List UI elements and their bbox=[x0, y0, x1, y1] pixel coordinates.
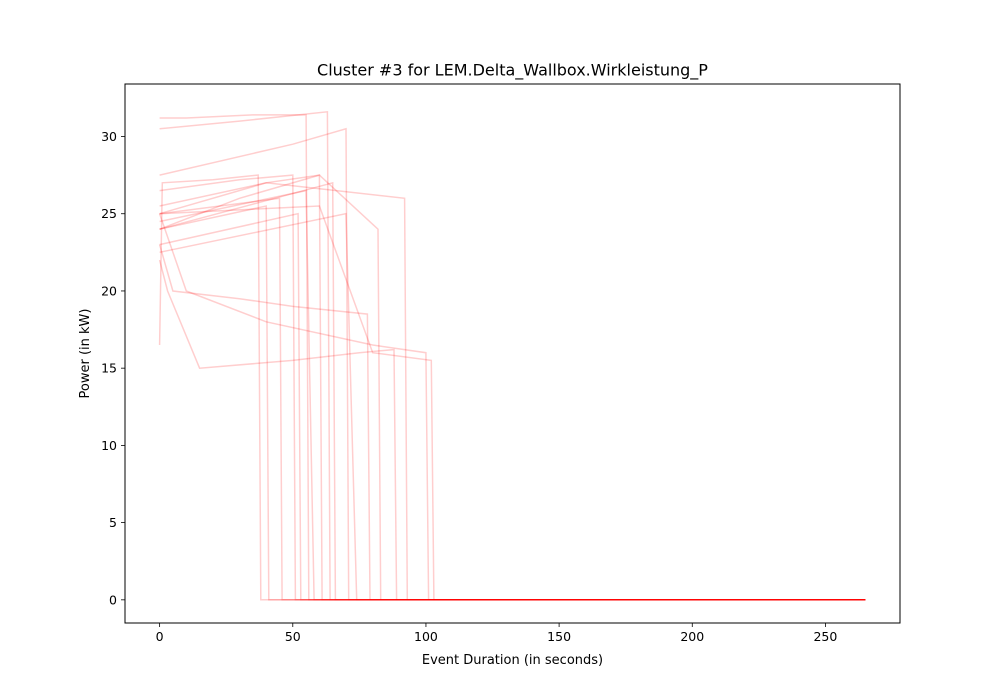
series-line-7 bbox=[159, 174, 866, 601]
series-line-2 bbox=[159, 197, 866, 601]
series-line-13 bbox=[159, 174, 866, 601]
series-line-8 bbox=[159, 110, 866, 601]
chart-title: Cluster #3 for LEM.Delta_Wallbox.Wirklei… bbox=[317, 61, 708, 81]
series-line-3 bbox=[159, 174, 866, 601]
y-tick-label: 20 bbox=[101, 283, 117, 298]
y-tick-label: 5 bbox=[109, 515, 117, 530]
x-axis-label: Event Duration (in seconds) bbox=[422, 653, 603, 668]
y-tick-label: 15 bbox=[101, 361, 117, 376]
x-tick-label: 150 bbox=[547, 629, 571, 644]
series-line-17 bbox=[159, 205, 866, 601]
series-line-15 bbox=[159, 182, 866, 601]
plot-area bbox=[158, 110, 866, 601]
axis-ticks: 0 50 100 150 200 250 0 5 10 15 20 25 30 bbox=[101, 129, 837, 644]
x-tick-label: 100 bbox=[414, 629, 438, 644]
axes-frame bbox=[124, 83, 901, 624]
series-line-6 bbox=[159, 189, 866, 601]
y-tick-label: 10 bbox=[101, 438, 117, 453]
x-tick-label: 50 bbox=[285, 629, 301, 644]
series-line-1 bbox=[159, 205, 866, 601]
y-axis-label: Power (in kW) bbox=[78, 309, 93, 399]
series-line-5 bbox=[159, 114, 866, 601]
series-line-16 bbox=[158, 213, 866, 601]
series-line-11 bbox=[159, 212, 866, 601]
x-tick-label: 0 bbox=[156, 629, 164, 644]
x-tick-label: 200 bbox=[680, 629, 704, 644]
series-line-4 bbox=[159, 212, 866, 601]
series-line-10 bbox=[159, 127, 866, 601]
y-tick-label: 25 bbox=[101, 206, 117, 221]
series-line-9 bbox=[159, 181, 866, 601]
series-line-14 bbox=[158, 259, 866, 601]
y-tick-label: 30 bbox=[101, 129, 117, 144]
series-line-12 bbox=[158, 244, 866, 601]
x-tick-label: 250 bbox=[813, 629, 837, 644]
series-line-0 bbox=[158, 174, 866, 601]
y-tick-label: 0 bbox=[109, 592, 117, 607]
